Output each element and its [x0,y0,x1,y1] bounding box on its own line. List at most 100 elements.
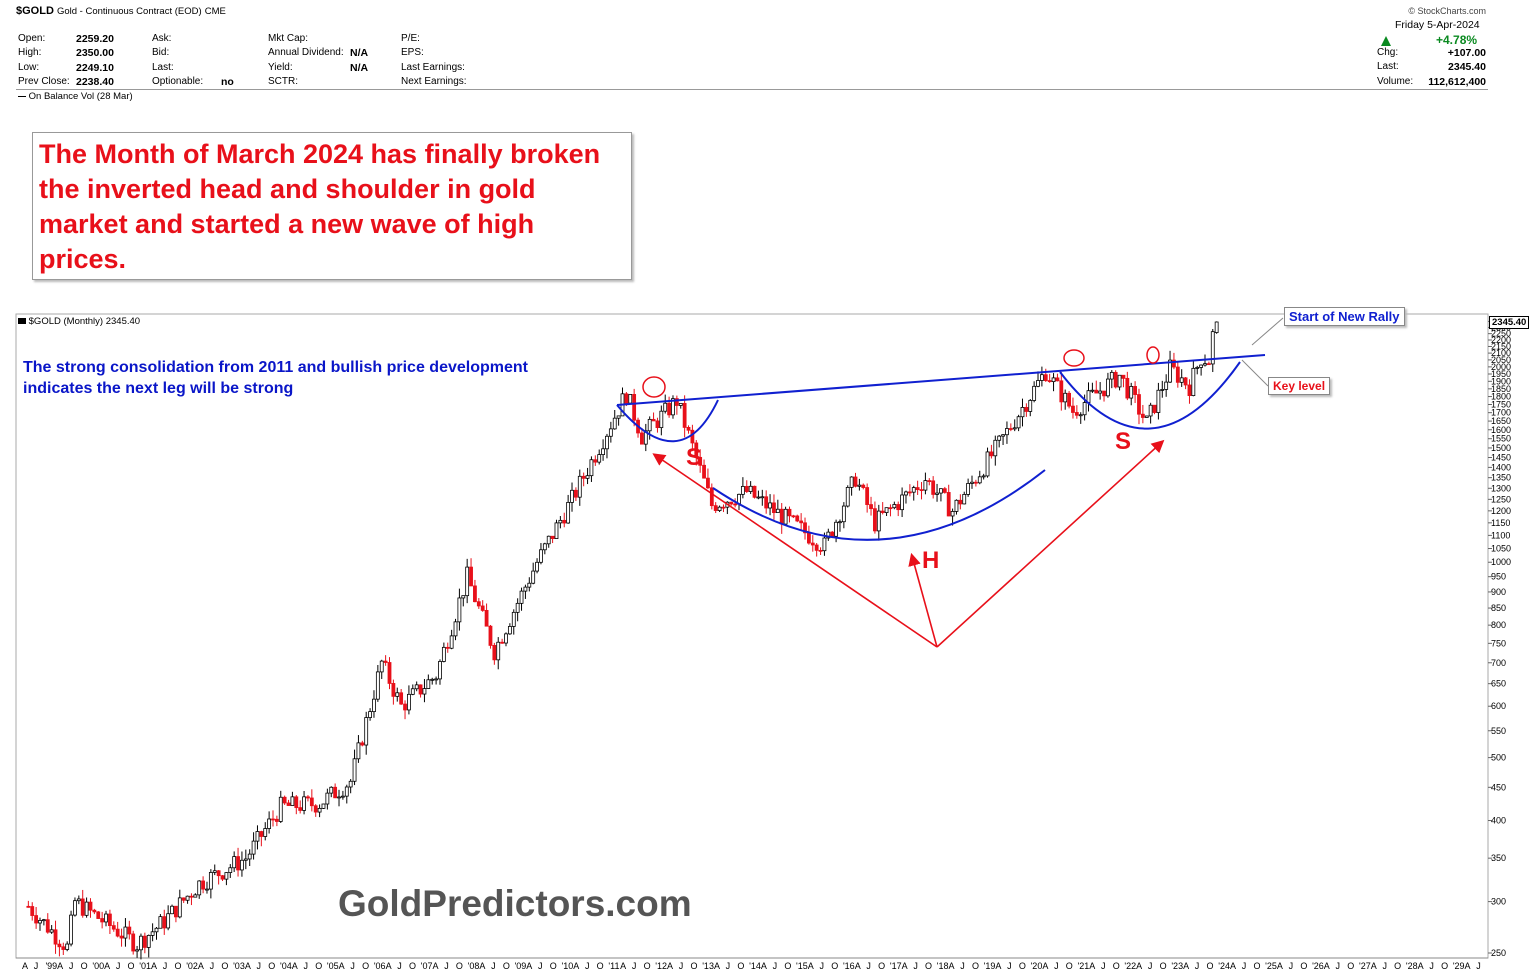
candle-body [1043,374,1048,381]
header-field-label: Last: [152,61,174,73]
candle-body [465,566,470,597]
candle-body [558,519,563,524]
candle-body [997,435,1002,441]
x-tick-label: O [456,961,463,971]
candle-body [403,703,407,711]
candle-body [1109,371,1114,380]
candle-body [826,531,831,539]
x-tick-label: '06 [374,961,386,971]
candle-body [26,905,31,908]
candle-body [581,475,586,479]
candle-body [1164,381,1169,390]
x-tick-label: O [174,961,181,971]
candle-body [1071,405,1075,413]
candle-body [1008,428,1013,430]
x-tick-label: A [22,961,28,971]
header-field-label: Prev Close: [18,75,70,87]
x-tick-label: J [303,961,308,971]
x-tick-label: A [386,961,392,971]
x-tick-label: O [362,961,369,971]
candle-body [655,420,660,429]
candle-body [981,475,986,478]
y-tick-label: 2050 [1491,355,1511,365]
y-tick-label: 750 [1491,638,1506,648]
candle-body [383,660,388,663]
candle-body [1195,366,1200,369]
x-tick-label: A [995,961,1001,971]
top-circle [642,376,666,398]
candle-body [80,898,85,916]
candle-body [764,496,769,509]
candle-body [570,489,574,503]
x-tick-label: J [1382,961,1387,971]
x-tick-label: O [737,961,744,971]
candle-body [698,456,703,466]
candle-body [41,919,46,922]
candle-body [1152,404,1157,413]
candle-body [810,542,815,546]
candle-body [511,611,516,627]
header-field-label: Last Earnings: [401,61,465,73]
candle-body [1102,390,1106,397]
top-circle [1146,346,1160,364]
candle-body [278,796,283,822]
candle-body [1203,363,1207,366]
y-tick-label: 450 [1491,782,1506,792]
obv-label: On Balance Vol (28 Mar) [18,91,133,102]
y-tick-label: 1700 [1491,408,1511,418]
candle-body [911,487,916,493]
candle-body [608,428,613,437]
header-field-value: 2345.40 [1448,61,1486,74]
x-tick-label: A [1089,961,1095,971]
candle-body [667,402,671,416]
top-circle [1063,349,1085,367]
y-tick-label: 2100 [1491,348,1511,358]
x-tick-label: J [397,961,402,971]
candle-body [873,508,877,532]
x-tick-label: J [538,961,543,971]
candle-body [977,476,982,484]
x-tick-label: '28 [1406,961,1418,971]
candle-body [484,610,489,627]
x-tick-label: J [726,961,731,971]
x-tick-label: A [714,961,720,971]
symbol: $GOLD [16,5,54,17]
candle-body [542,543,547,551]
candle-body [271,818,275,821]
candle-body [1012,427,1017,430]
candle-body [1179,377,1184,383]
candle-body [807,532,811,544]
x-tick-label: O [690,961,697,971]
candle-body [294,796,299,809]
candle-body [632,394,637,421]
candle-body [422,688,427,695]
candle-body [748,485,753,492]
candle-body [76,898,81,902]
candle-body [989,451,994,457]
header-field-label: Yield: [268,61,293,73]
y-tick-label: 650 [1491,679,1506,689]
candle-body [954,499,959,512]
x-tick-label: '19 [984,961,996,971]
candle-body [224,872,229,880]
candle-body [364,717,369,746]
x-tick-label: '18 [937,961,949,971]
y-tick-label: 1950 [1491,369,1511,379]
x-tick-label: O [831,961,838,971]
x-tick-label: O [1066,961,1073,971]
candle-body [939,488,943,494]
header-field-label: Volume: [1377,75,1414,87]
candle-body [208,872,213,890]
neckline [616,354,1266,406]
candle-body [907,491,912,494]
candle-body [601,448,605,455]
candle-body [61,946,66,950]
candle-body [830,531,835,537]
x-tick-label: O [1300,961,1307,971]
y-tick-label: 1450 [1491,453,1511,463]
candle-body [441,646,446,662]
y-tick-label: 1050 [1491,543,1511,553]
candle-body [958,499,963,505]
header-field-label: SCTR: [268,75,298,87]
